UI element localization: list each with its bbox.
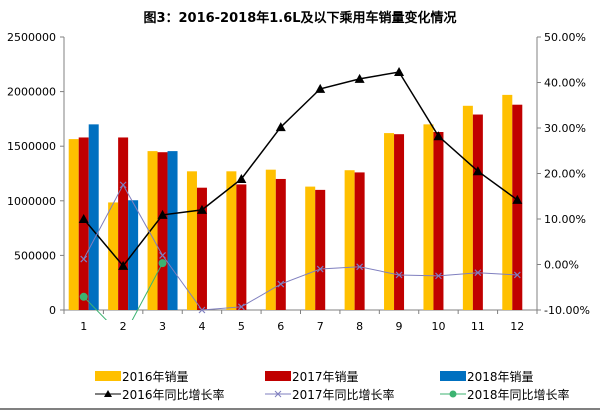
- legend-label: 2018年销量: [467, 370, 534, 384]
- marker-2016年同比增长率: [275, 122, 286, 132]
- bar-2017年销量: [196, 187, 207, 310]
- x-tick-label: 12: [510, 320, 524, 333]
- bar-2018年销量: [128, 200, 139, 310]
- bar-2016年销量: [423, 124, 434, 310]
- x-tick-label: 8: [356, 320, 363, 333]
- bar-2017年销量: [354, 172, 365, 310]
- bar-2017年销量: [157, 152, 168, 310]
- marker-2016年同比增长率: [354, 73, 365, 83]
- marker-2017年同比增长率: [198, 306, 206, 314]
- legend-label: 2017年同比增长率: [292, 387, 395, 402]
- x-tick-label: 1: [80, 320, 87, 333]
- bar-2017年销量: [236, 184, 247, 310]
- marker-2016年同比增长率: [157, 209, 168, 219]
- x-tick-label: 9: [396, 320, 403, 333]
- marker-2017年同比增长率: [435, 272, 442, 280]
- legend-label: 2017年销量: [292, 370, 359, 384]
- bar-2016年销量: [226, 171, 237, 310]
- marker-2017年同比增长率: [513, 271, 521, 279]
- bar-2016年销量: [147, 151, 158, 310]
- left-tick-label: 2000000: [7, 86, 56, 99]
- marker-2016年同比增长率: [236, 173, 247, 183]
- right-tick-label: 50.00%: [544, 31, 586, 44]
- bar-2016年销量: [462, 105, 473, 311]
- legend-marker: [104, 390, 112, 397]
- x-tick-label: 10: [431, 320, 445, 333]
- bar-2017年销量: [315, 189, 326, 310]
- x-tick-label: 3: [159, 320, 166, 333]
- chart-title: 图3：2016-2018年1.6L及以下乘用车销量变化情况: [143, 10, 456, 26]
- line-2017年同比增长率: [83, 183, 518, 311]
- bar-2016年销量: [344, 170, 355, 310]
- legend-swatch: [95, 371, 121, 381]
- marker-2018年同比增长率: [119, 333, 127, 341]
- marker-2017年同比增长率: [277, 280, 285, 288]
- bar-2017年销量: [433, 132, 444, 310]
- bar-2018年销量: [167, 151, 178, 310]
- marker-2018年同比增长率: [79, 292, 88, 301]
- marker-2017年同比增长率: [119, 181, 127, 189]
- marker-2017年同比增长率: [80, 255, 88, 263]
- bar-2017年销量: [394, 134, 405, 310]
- marker-2016年同比增长率: [196, 204, 207, 214]
- bar-2017年销量: [512, 104, 523, 310]
- bar-2016年销量: [265, 169, 276, 310]
- legend-label: 2018年同比增长率: [467, 387, 570, 402]
- x-tick-label: 6: [277, 320, 284, 333]
- marker-2016年同比增长率: [394, 67, 405, 77]
- bar-2016年销量: [68, 139, 79, 310]
- right-tick-label: -10.00%: [544, 304, 590, 317]
- line-2016年同比增长率: [83, 71, 518, 268]
- legend-label: 2016年同比增长率: [122, 387, 225, 402]
- x-tick-label: 4: [198, 320, 205, 333]
- bar-2016年销量: [108, 202, 119, 310]
- right-tick-label: 30.00%: [544, 122, 586, 135]
- bar-2016年销量: [502, 94, 513, 310]
- marker-2017年同比增长率: [237, 303, 245, 311]
- line-2018年同比增长率: [83, 262, 163, 320]
- bar-2017年销量: [118, 137, 129, 310]
- marker-2016年同比增长率: [315, 83, 326, 93]
- right-tick-label: 20.00%: [544, 168, 586, 181]
- left-tick-label: 2500000: [7, 31, 56, 44]
- marker-2016年同比增长率: [118, 260, 129, 270]
- right-tick-label: 0.00%: [544, 259, 579, 272]
- legend-marker: [274, 390, 282, 398]
- legend-swatch: [440, 371, 466, 381]
- bar-2016年销量: [384, 133, 395, 310]
- marker-2018年同比增长率: [158, 259, 167, 268]
- x-tick-label: 7: [317, 320, 324, 333]
- left-tick-label: 0: [49, 304, 56, 317]
- marker-2017年同比增长率: [395, 271, 403, 279]
- marker-2017年同比增长率: [356, 263, 364, 271]
- right-tick-label: 40.00%: [544, 77, 586, 90]
- bar-2018年销量: [88, 124, 99, 310]
- x-tick-label: 11: [471, 320, 485, 333]
- legend-label: 2016年销量: [122, 370, 189, 384]
- bar-2017年销量: [472, 114, 483, 310]
- x-tick-label: 5: [238, 320, 245, 333]
- legend-swatch: [265, 371, 291, 381]
- bar-2016年销量: [186, 171, 197, 310]
- x-tick-label: 2: [120, 320, 127, 333]
- left-tick-label: 1500000: [7, 140, 56, 153]
- marker-2016年同比增长率: [472, 166, 483, 176]
- marker-2016年同比增长率: [512, 194, 523, 204]
- bar-2016年销量: [305, 186, 316, 310]
- bar-2017年销量: [275, 178, 286, 310]
- marker-2016年同比增长率: [78, 214, 89, 223]
- marker-2017年同比增长率: [316, 265, 324, 273]
- legend-marker: [449, 390, 457, 398]
- marker-2017年同比增长率: [474, 269, 482, 277]
- bar-2017年销量: [78, 137, 89, 310]
- right-tick-label: 10.00%: [544, 213, 586, 226]
- left-tick-label: 1000000: [7, 195, 56, 208]
- marker-2017年同比增长率: [159, 251, 166, 259]
- left-tick-label: 500000: [14, 249, 56, 262]
- marker-2016年同比增长率: [433, 131, 444, 141]
